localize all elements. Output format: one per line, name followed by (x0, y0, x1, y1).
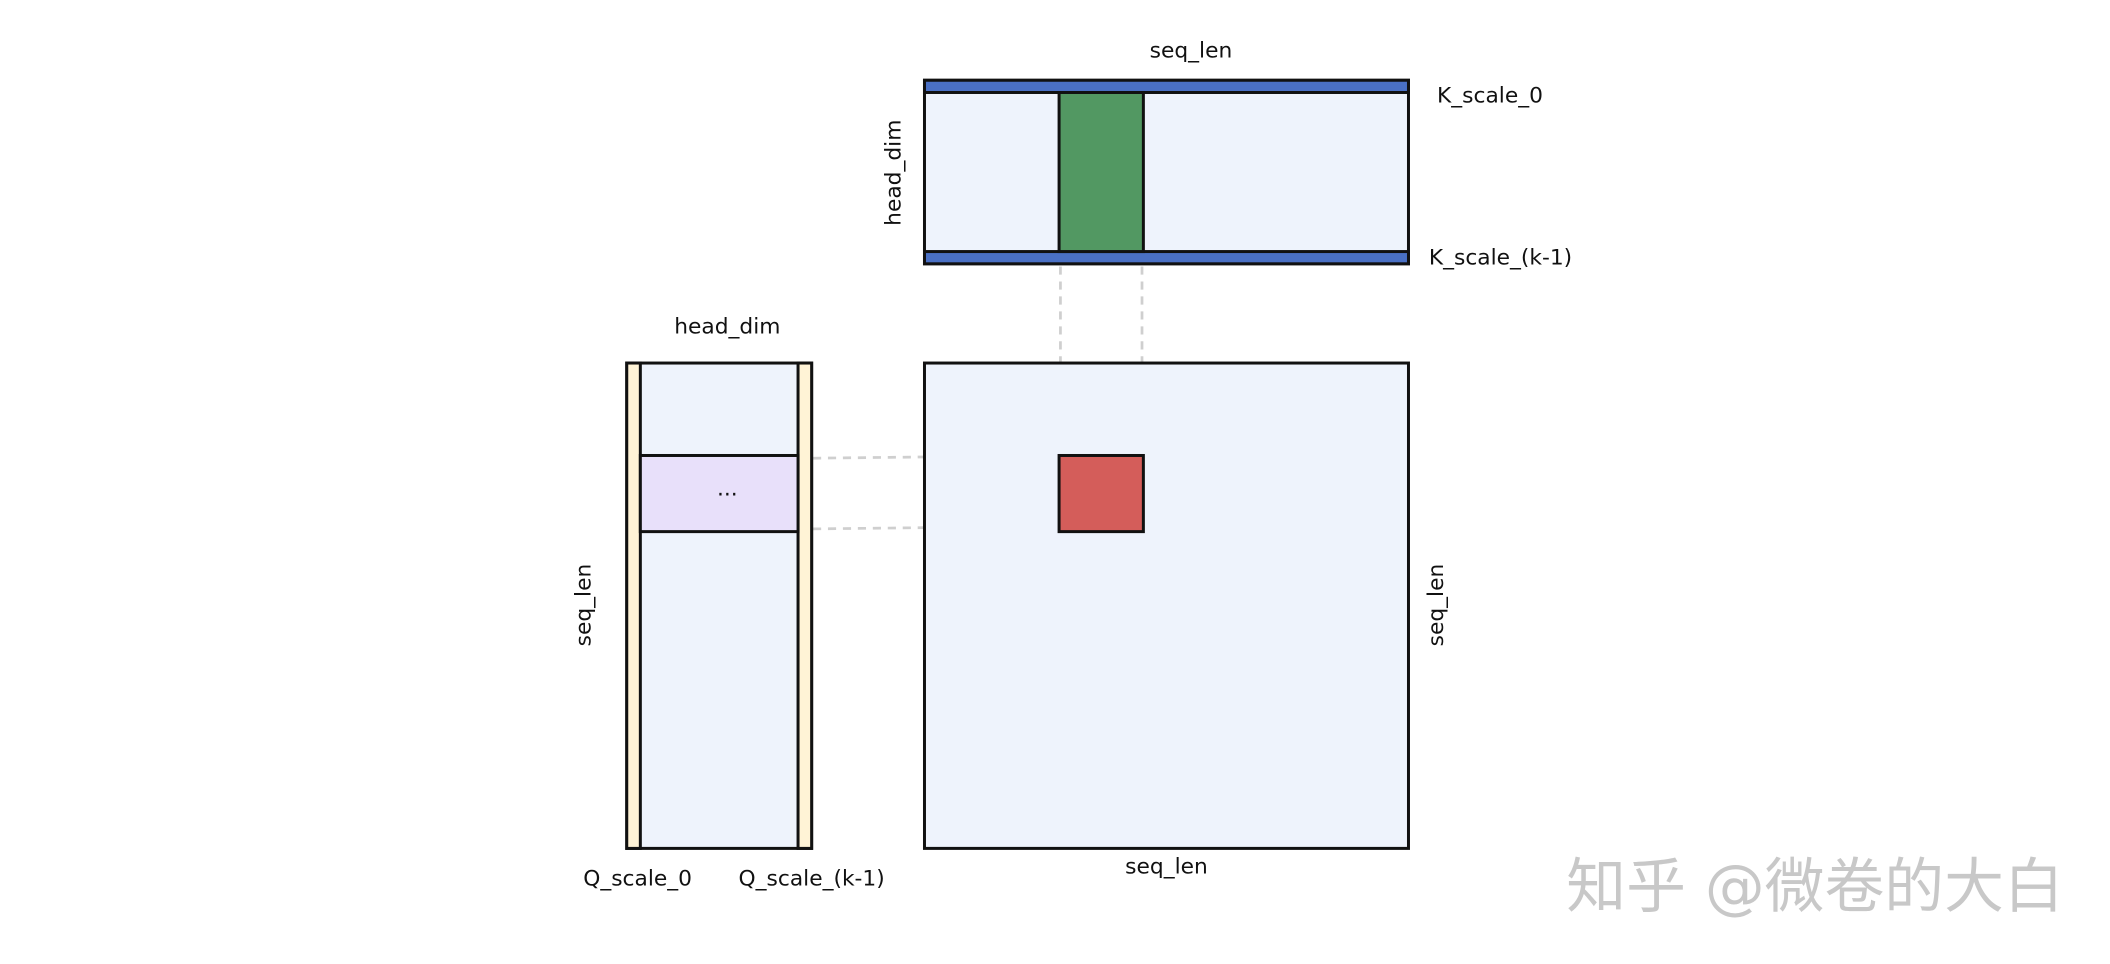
k-scale-top-bar (922, 78, 1410, 94)
q-scale-left-label: Q_scale_0 (583, 867, 692, 892)
k-block (1057, 90, 1145, 254)
k-top-label: seq_len (1150, 39, 1233, 64)
q-scale-right-label: Q_scale_(k-1) (739, 867, 885, 892)
watermark: 知乎 @微卷的大白 (1566, 852, 2063, 922)
k-scale-bottom-label: K_scale_(k-1) (1429, 245, 1572, 270)
k-scale-bottom-bar (922, 250, 1410, 266)
q-matrix (625, 361, 814, 850)
q-top-label: head_dim (674, 315, 780, 340)
k-side-label: head_dim (882, 120, 907, 226)
q-side-label: seq_len (572, 564, 597, 647)
q-scale-right-bar (796, 361, 814, 850)
q-block (638, 453, 800, 534)
k-matrix (922, 78, 1410, 266)
q-row-label: ... (717, 476, 738, 501)
output-matrix (922, 361, 1410, 850)
k-scale-top-label: K_scale_0 (1437, 84, 1543, 109)
q-scale-left-bar (625, 361, 642, 850)
output-side-label: seq_len (1424, 564, 1449, 647)
output-bottom-label: seq_len (1125, 854, 1208, 879)
output-block (1057, 453, 1145, 534)
